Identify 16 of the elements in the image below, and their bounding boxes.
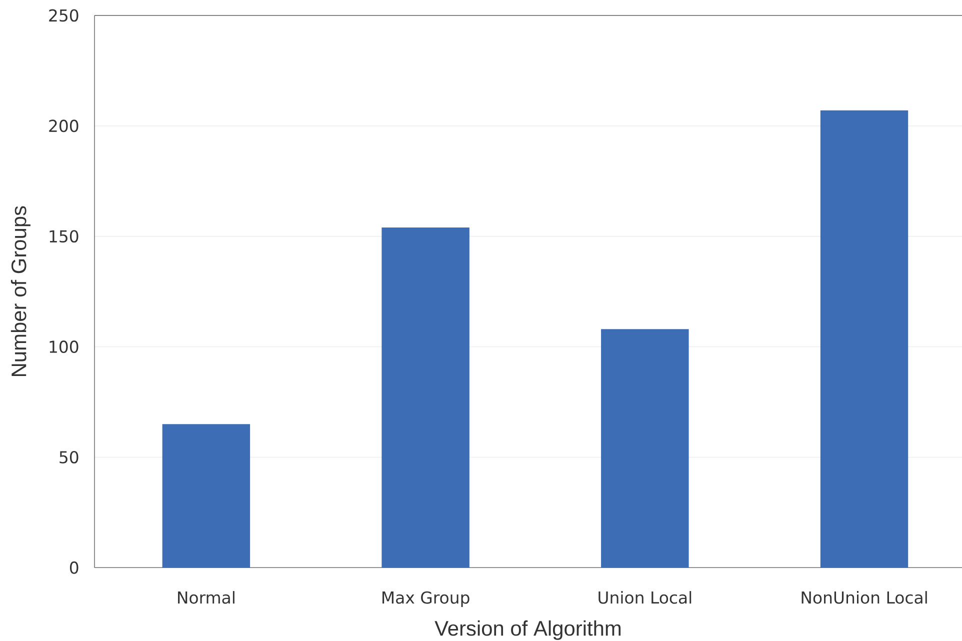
bar xyxy=(601,329,689,568)
y-tick-label: 0 xyxy=(70,561,78,574)
x-tick-label: NonUnion Local xyxy=(802,590,927,604)
y-tick-label: 200 xyxy=(49,120,78,132)
y-tick-label: 50 xyxy=(60,450,78,464)
x-axis-title: Version of Algorithm xyxy=(434,620,621,640)
y-tick-label: 100 xyxy=(50,340,78,353)
bar xyxy=(820,110,908,568)
y-axis-title: Number of Groups xyxy=(10,206,30,376)
bar xyxy=(382,227,470,568)
x-tick-label: Normal xyxy=(178,590,234,604)
x-tick-label: Max Group xyxy=(382,591,470,607)
y-tick-label: 150 xyxy=(50,230,78,242)
x-tick-label: Union Local xyxy=(598,590,692,604)
y-tick-label: 250 xyxy=(49,9,78,22)
bar xyxy=(162,424,250,568)
